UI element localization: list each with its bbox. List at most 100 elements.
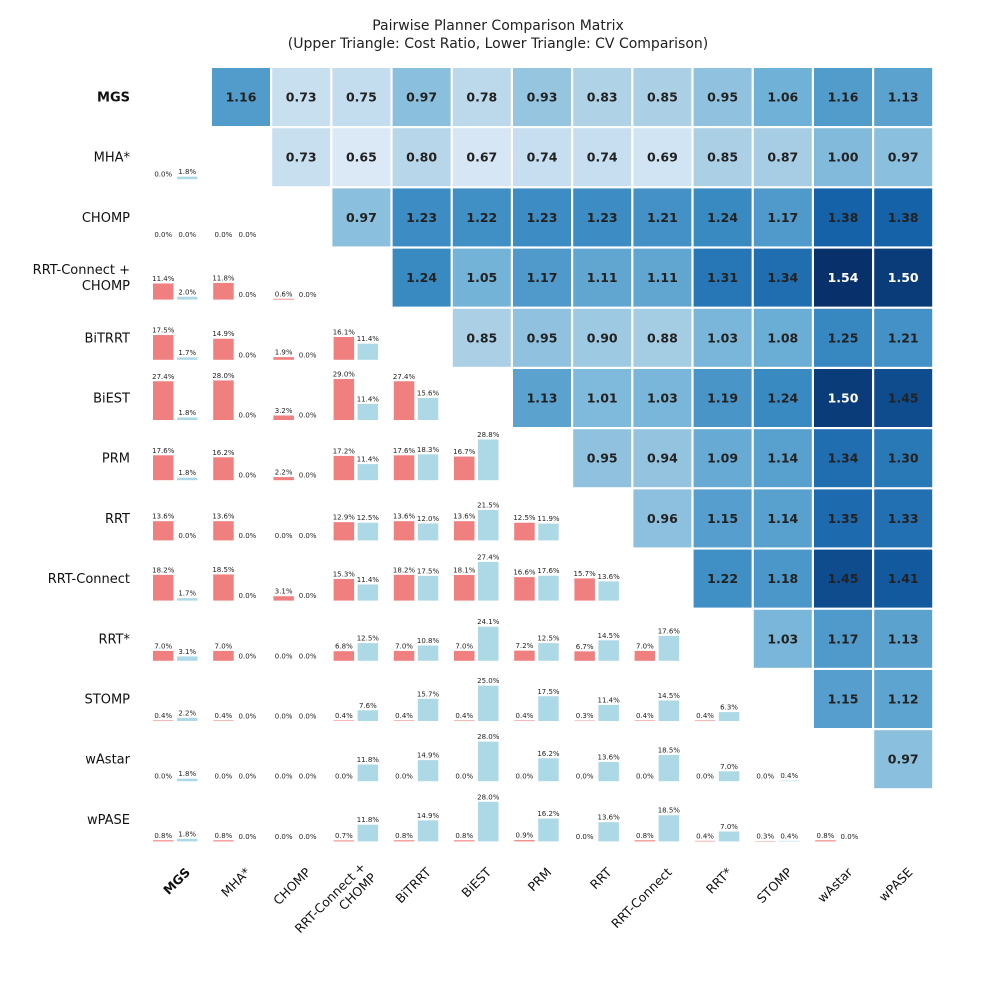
cost-ratio-cell: 0.78 bbox=[452, 68, 511, 126]
cv-comparison-cell: 0.0% 18.5% bbox=[636, 747, 680, 782]
cost-ratio-value: 0.94 bbox=[647, 451, 678, 466]
cost-ratio-cell-bg bbox=[874, 730, 933, 789]
col-planner-cv-bar bbox=[417, 698, 439, 721]
row-planner-cv-bar bbox=[333, 578, 355, 601]
cost-ratio-cell-bg bbox=[814, 549, 872, 608]
cost-ratio-value: 1.24 bbox=[406, 270, 437, 285]
row-planner-cv-bar bbox=[273, 298, 294, 300]
col-planner-cv-label: 11.8% bbox=[357, 816, 380, 824]
col-planner-cv-label: 14.5% bbox=[598, 632, 621, 640]
cost-ratio-cell: 1.45 bbox=[874, 369, 933, 427]
cost-ratio-cell: 0.85 bbox=[693, 128, 752, 187]
row-planner-cv-label: 0.8% bbox=[215, 832, 233, 840]
cv-comparison-cell: 0.7% 11.8% bbox=[333, 816, 380, 842]
cost-ratio-cell: 0.75 bbox=[332, 68, 391, 126]
cv-comparison-cell: 0.8% 0.0% bbox=[815, 832, 859, 842]
row-planner-cv-label: 0.0% bbox=[275, 833, 293, 841]
cost-ratio-value: 0.88 bbox=[647, 330, 678, 345]
cost-ratio-cell-bg bbox=[332, 188, 391, 247]
cost-ratio-cell-bg bbox=[573, 188, 632, 247]
col-planner-cv-bar bbox=[478, 741, 499, 782]
col-planner-cv-bar bbox=[177, 296, 198, 300]
row-planner-cv-bar bbox=[694, 720, 716, 721]
row-planner-cv-bar bbox=[213, 282, 234, 300]
col-planner-cv-label: 0.0% bbox=[299, 472, 317, 480]
col-planner-cv-bar bbox=[357, 764, 379, 782]
cost-ratio-cell: 1.01 bbox=[573, 369, 632, 427]
col-label-rrt: RRT bbox=[587, 864, 615, 892]
col-planner-cv-label: 0.0% bbox=[239, 592, 257, 600]
row-planner-cv-label: 18.2% bbox=[152, 566, 175, 574]
row-planner-cv-bar bbox=[273, 357, 294, 360]
col-planner-cv-label: 7.0% bbox=[720, 823, 738, 831]
row-planner-cv-label: 0.0% bbox=[215, 231, 233, 239]
col-label-rrt-connect: RRT-Connect bbox=[608, 864, 675, 931]
col-planner-cv-label: 11.9% bbox=[537, 515, 560, 523]
cost-ratio-cell-bg bbox=[633, 68, 692, 126]
row-planner-cv-label: 0.0% bbox=[516, 773, 534, 781]
cost-ratio-value: 1.00 bbox=[828, 150, 859, 165]
cost-ratio-cell: 1.13 bbox=[874, 609, 933, 668]
cost-ratio-value: 1.06 bbox=[767, 90, 798, 105]
col-planner-cv-bar bbox=[417, 575, 439, 601]
cv-comparison-cell: 13.6%21.5% bbox=[453, 502, 500, 541]
col-planner-cv-label: 18.3% bbox=[417, 446, 440, 454]
row-planner-cv-bar bbox=[273, 596, 294, 601]
row-planner-cv-bar bbox=[393, 650, 415, 661]
cv-comparison-cell: 7.0% 0.0% bbox=[213, 642, 257, 661]
cv-comparison-cell: 7.0% 17.6% bbox=[634, 627, 680, 661]
col-label-rrt: RRT* bbox=[703, 865, 735, 897]
col-planner-cv-bar bbox=[658, 635, 680, 661]
cost-ratio-cell: 1.15 bbox=[693, 489, 752, 548]
row-planner-cv-bar bbox=[333, 455, 355, 481]
col-planner-cv-bar bbox=[177, 656, 198, 661]
col-planner-cv-label: 0.0% bbox=[299, 773, 317, 781]
cv-comparison-cell: 0.4% 7.0% bbox=[694, 823, 740, 842]
col-planner-cv-bar bbox=[177, 477, 198, 481]
col-planner-cv-label: 25.0% bbox=[477, 677, 500, 685]
col-planner-cv-label: 0.4% bbox=[780, 772, 798, 780]
col-planner-cv-label: 0.0% bbox=[239, 351, 257, 359]
col-planner-cv-bar bbox=[478, 510, 499, 541]
cost-ratio-cell: 1.54 bbox=[814, 248, 872, 307]
cost-ratio-cell: 1.11 bbox=[573, 248, 632, 307]
col-planner-cv-label: 17.5% bbox=[417, 567, 440, 575]
cv-comparison-cell: 17.2%11.4% bbox=[333, 447, 379, 481]
cv-comparison-cell: 0.0% 0.0% bbox=[215, 773, 257, 781]
col-planner-cv-bar bbox=[417, 523, 439, 541]
cv-comparison-cell: 18.5% 0.0% bbox=[212, 566, 257, 601]
col-planner-cv-bar bbox=[417, 645, 439, 661]
cv-comparison-cell: 16.7% 28.8% bbox=[453, 431, 500, 481]
cost-ratio-cell: 1.23 bbox=[573, 188, 632, 247]
col-planner-cv-label: 0.0% bbox=[239, 833, 257, 841]
col-planner-cv-bar bbox=[658, 700, 680, 721]
cv-comparison-cell: 0.4% 0.0% bbox=[213, 712, 257, 721]
row-planner-cv-label: 7.0% bbox=[154, 642, 172, 650]
row-label-bitrrt: BiTRRT bbox=[84, 331, 130, 346]
cost-ratio-cell-bg bbox=[814, 248, 872, 307]
cv-comparison-cell: 11.8% 0.0% bbox=[212, 274, 257, 300]
cost-ratio-cell: 0.97 bbox=[332, 188, 391, 247]
col-planner-cv-bar bbox=[658, 815, 680, 842]
cost-ratio-cell-bg bbox=[573, 128, 632, 187]
chart-subtitle: (Upper Triangle: Cost Ratio, Lower Trian… bbox=[288, 36, 709, 52]
cost-ratio-cell: 0.95 bbox=[693, 68, 752, 126]
col-planner-cv-bar bbox=[417, 820, 439, 842]
row-planner-cv-bar bbox=[333, 337, 355, 360]
cost-ratio-value: 1.14 bbox=[767, 451, 798, 466]
row-planner-cv-bar bbox=[213, 650, 234, 661]
cost-ratio-value: 0.97 bbox=[888, 752, 919, 767]
col-planner-cv-label: 16.2% bbox=[537, 810, 560, 818]
cost-ratio-cell-bg bbox=[633, 429, 692, 488]
row-label-rrt: RRT* bbox=[98, 632, 130, 647]
col-planner-cv-label: 13.6% bbox=[598, 573, 621, 581]
cost-ratio-cell: 0.90 bbox=[573, 308, 632, 367]
cost-ratio-value: 1.13 bbox=[527, 391, 558, 406]
row-planner-cv-bar bbox=[153, 283, 174, 300]
cv-comparison-cell: 16.6% 17.6% bbox=[513, 567, 560, 601]
row-planner-cv-bar bbox=[153, 381, 174, 420]
cost-ratio-value: 1.17 bbox=[527, 270, 558, 285]
col-planner-cv-bar bbox=[718, 771, 740, 782]
col-planner-cv-label: 2.2% bbox=[178, 709, 196, 717]
